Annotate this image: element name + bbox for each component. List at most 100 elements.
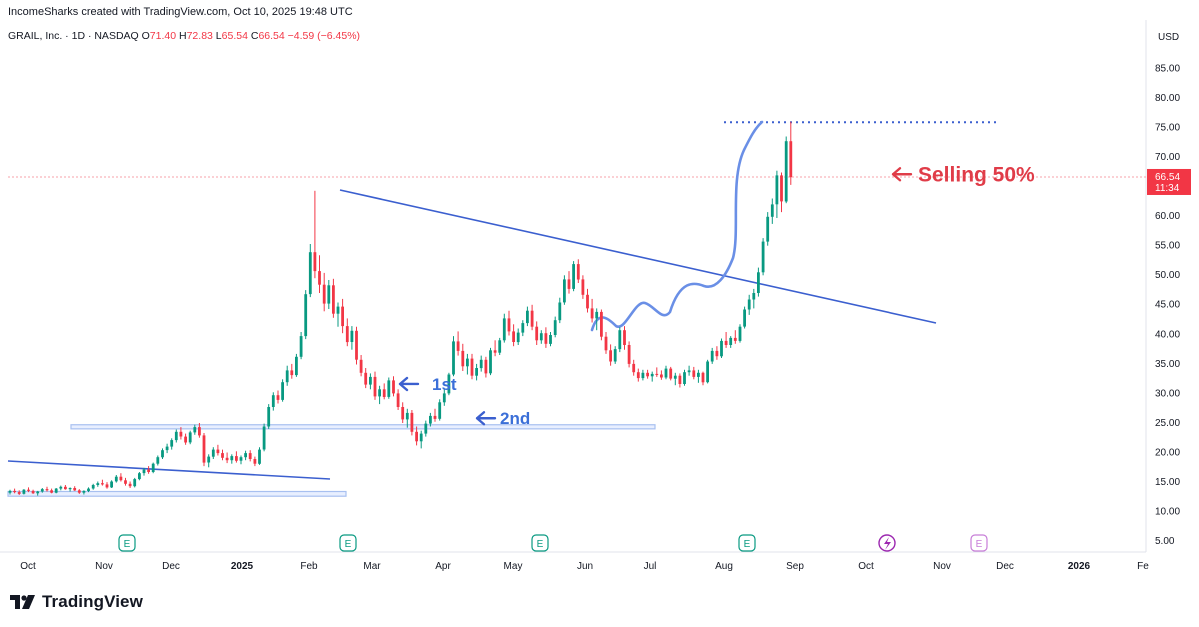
candle-body: [96, 483, 100, 485]
candle-body: [563, 279, 566, 303]
candle-body: [290, 370, 294, 376]
x-tick-label: May: [504, 561, 523, 572]
candle-body: [174, 431, 178, 441]
candle-body: [392, 380, 395, 394]
candle: [128, 481, 132, 488]
x-tick-label: Jun: [577, 561, 593, 572]
candle-body: [586, 294, 589, 309]
tradingview-wordmark: TradingView: [42, 592, 143, 611]
y-tick-label: 60.00: [1155, 211, 1180, 222]
candle-body: [752, 293, 756, 300]
candle: [258, 447, 261, 465]
candle: [299, 332, 303, 360]
candle: [452, 336, 455, 377]
y-tick-label: 30.00: [1155, 388, 1180, 399]
change-value: −4.59 (−6.45%): [287, 30, 361, 42]
candle-body: [382, 389, 386, 397]
candle: [271, 392, 275, 411]
candle: [378, 385, 381, 405]
candle: [720, 338, 723, 358]
candle: [45, 486, 49, 492]
last-price-value: 66.54: [1155, 172, 1180, 183]
candle: [253, 456, 257, 467]
candle: [415, 426, 418, 446]
candle-body: [22, 489, 26, 494]
candle: [549, 332, 552, 347]
candle-body: [211, 449, 215, 457]
candle: [613, 346, 617, 364]
candle-body: [484, 359, 488, 374]
candle: [336, 302, 340, 327]
candle-body: [179, 431, 183, 437]
candle-body: [262, 426, 266, 450]
candle: [664, 365, 668, 380]
candle-body: [271, 395, 275, 407]
candle-body: [193, 427, 197, 433]
candle: [447, 372, 451, 396]
candle: [710, 347, 714, 364]
candle-body: [17, 492, 21, 494]
candle-body: [466, 358, 469, 367]
candle-body: [114, 476, 118, 482]
candle-body: [553, 320, 557, 335]
candle-body: [73, 488, 77, 491]
candle-body: [452, 341, 455, 375]
candle-body: [308, 252, 312, 295]
candle-body: [641, 372, 645, 379]
candle: [50, 488, 53, 494]
candle: [475, 363, 478, 381]
candle: [373, 371, 377, 400]
candle: [419, 430, 423, 449]
candle: [733, 330, 737, 344]
selling-50-annotation: Selling 50%: [918, 163, 1035, 186]
candle: [179, 427, 183, 440]
candle-body: [239, 457, 243, 461]
symbol-name[interactable]: GRAIL, Inc. · 1D · NASDAQ: [8, 30, 139, 42]
candle: [743, 306, 746, 329]
tradingview-brand: TradingView: [10, 592, 143, 612]
candle: [576, 259, 580, 283]
candle: [692, 366, 696, 380]
candle: [706, 359, 709, 384]
candle: [262, 423, 266, 452]
candle-body: [230, 456, 234, 461]
candle: [239, 455, 243, 465]
candle: [429, 412, 432, 427]
y-tick-label: 15.00: [1155, 477, 1180, 488]
candle: [318, 255, 321, 293]
candle: [766, 212, 770, 246]
candle-body: [581, 279, 585, 295]
candle-body: [429, 415, 432, 424]
candle: [646, 369, 649, 379]
candle: [359, 355, 363, 377]
bar-countdown: 11:34: [1155, 183, 1180, 194]
candle: [535, 321, 539, 345]
candle: [650, 371, 654, 382]
candle-body: [576, 264, 580, 280]
candle-body: [530, 310, 534, 327]
candle: [73, 486, 77, 491]
candle: [563, 275, 566, 305]
candle: [609, 344, 612, 366]
candle: [36, 490, 40, 496]
candle: [775, 170, 779, 218]
candle: [147, 466, 150, 474]
candle-body: [147, 469, 150, 472]
candle: [780, 172, 783, 213]
candle-body: [595, 311, 599, 319]
candle: [761, 238, 765, 276]
candle-body: [526, 310, 529, 324]
candle: [784, 136, 788, 204]
candle-body: [244, 453, 247, 458]
candle-body: [479, 359, 483, 369]
earnings-marker-box: [970, 534, 988, 552]
candle-body: [401, 407, 405, 420]
candle: [221, 449, 224, 461]
candle-body: [678, 375, 682, 384]
candle-body: [258, 449, 261, 464]
candle-body: [664, 368, 668, 378]
candle-body: [683, 372, 686, 384]
y-tick-label: 85.00: [1155, 63, 1180, 74]
candle-body: [470, 358, 474, 376]
